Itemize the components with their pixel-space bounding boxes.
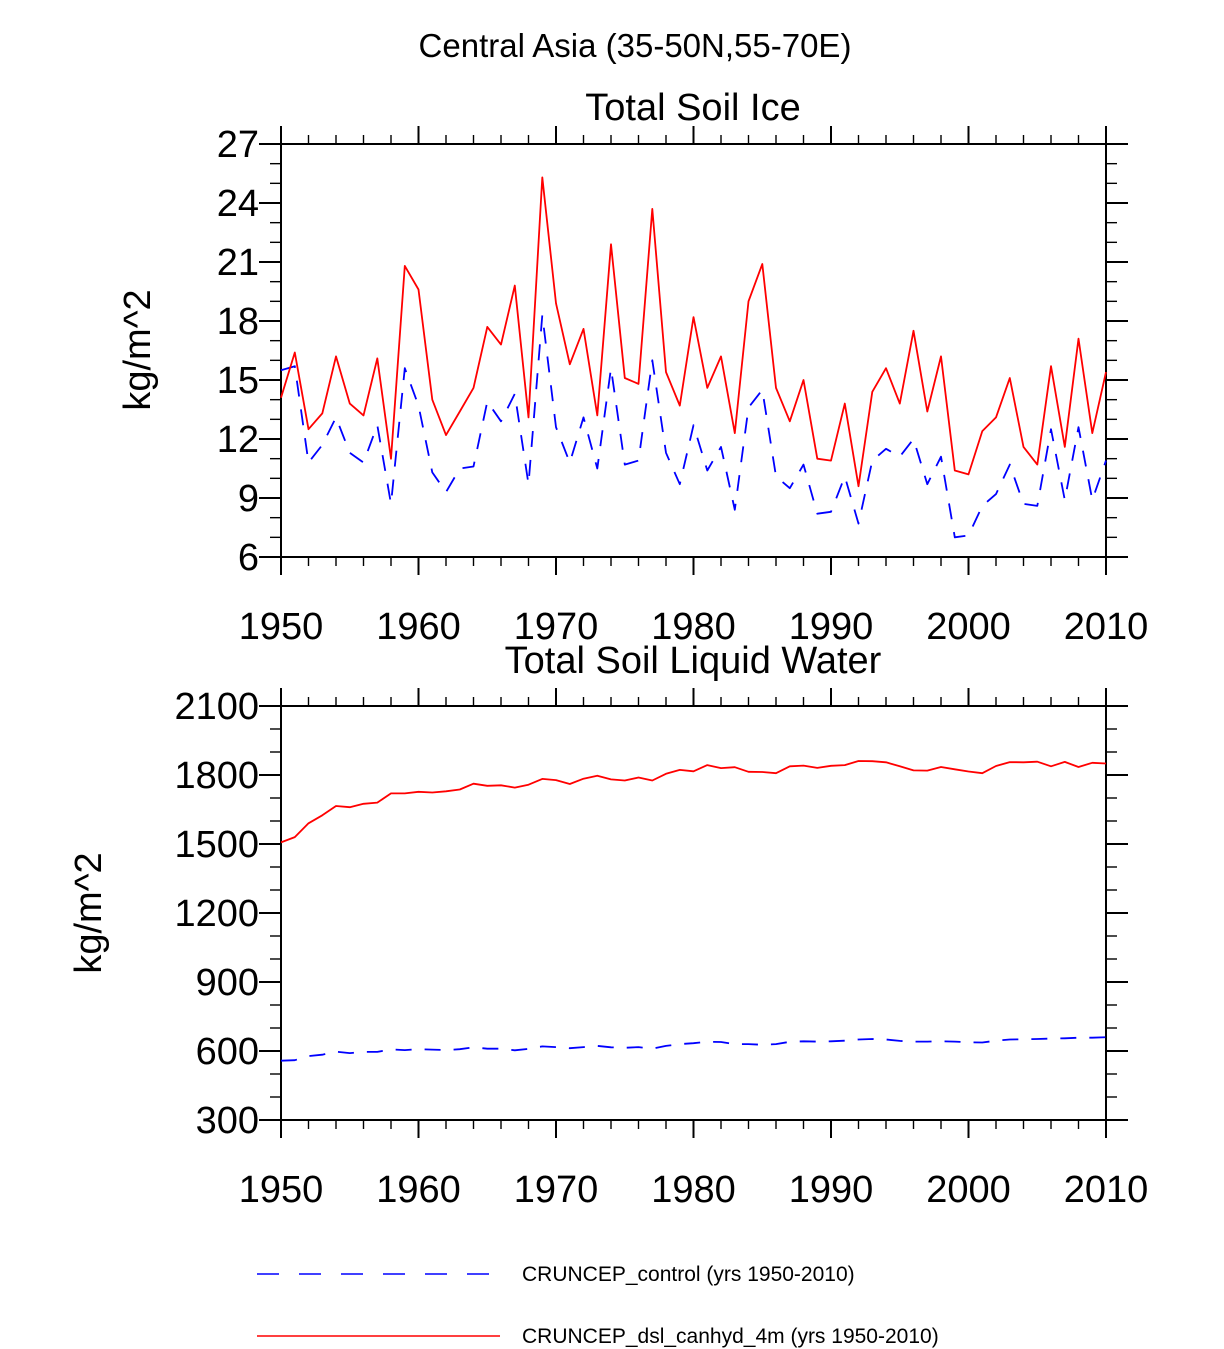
y-tick-label: 15 (217, 360, 259, 402)
y-axis-label: kg/m^2 (117, 289, 159, 410)
y-tick-label: 27 (217, 124, 259, 166)
series-line-dsl (280, 176, 1107, 488)
y-tick-label: 600 (196, 1031, 259, 1073)
x-tick-label: 1990 (789, 1169, 874, 1211)
panel-total-soil-ice: Total Soil Ice kg/m^2 1950 1960 1970 1980 19… (117, 87, 1148, 648)
figure-title: Central Asia (35-50N,55-70E) (419, 27, 852, 64)
series-line-control (280, 314, 1107, 539)
legend-label-dsl: CRUNCEP_dsl_canhyd_4m (yrs 1950-2010) (522, 1325, 939, 1348)
x-tick-label: 2000 (926, 1169, 1011, 1211)
x-tick-label: 1990 (789, 606, 874, 648)
panel-total-soil-liquid-water: Total Soil Liquid Water kg/m^2 1950 1960 1… (68, 640, 1148, 1211)
x-tick-label: 1980 (651, 1169, 736, 1211)
x-tick-label: 2010 (1064, 606, 1149, 648)
y-tick-label: 12 (217, 419, 259, 461)
series-line-control (280, 1036, 1107, 1062)
y-tick-label: 900 (196, 962, 259, 1004)
plot-frame (280, 143, 1107, 558)
x-tick-label: 1950 (239, 1169, 324, 1211)
series-line-dsl (280, 760, 1107, 844)
plot-frame (280, 705, 1107, 1121)
y-axis-label: kg/m^2 (68, 852, 110, 973)
y-tick-label: 300 (196, 1100, 259, 1142)
legend-label-control: CRUNCEP_control (yrs 1950-2010) (522, 1263, 855, 1286)
y-tick-label: 18 (217, 301, 259, 343)
x-tick-label: 1950 (239, 606, 324, 648)
y-tick-label: 9 (238, 478, 259, 520)
legend: CRUNCEP_control (yrs 1950-2010) CRUNCEP_… (257, 1263, 939, 1348)
x-tick-label: 1960 (376, 1169, 461, 1211)
x-tick-label: 1970 (514, 1169, 599, 1211)
x-tick-label: 1980 (651, 606, 736, 648)
y-tick-label: 1500 (174, 824, 259, 866)
x-tick-label: 1960 (376, 606, 461, 648)
chart-title: Total Soil Liquid Water (505, 640, 882, 682)
y-tick-label: 21 (217, 242, 259, 284)
y-tick-label: 6 (238, 537, 259, 579)
y-tick-label: 1200 (174, 893, 259, 935)
y-tick-label: 1800 (174, 755, 259, 797)
x-tick-label: 2010 (1064, 1169, 1149, 1211)
y-tick-label: 2100 (174, 686, 259, 728)
y-tick-label: 24 (217, 183, 259, 225)
x-tick-label: 1970 (514, 606, 599, 648)
x-tick-label: 2000 (926, 606, 1011, 648)
chart-title: Total Soil Ice (585, 87, 800, 129)
